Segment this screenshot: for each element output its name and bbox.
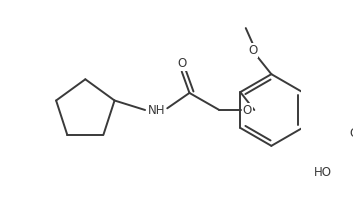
Text: O: O (248, 44, 257, 57)
Text: HO: HO (314, 166, 332, 179)
Text: O: O (243, 103, 252, 117)
Text: NH: NH (148, 103, 165, 117)
Text: O: O (350, 127, 353, 140)
Text: O: O (177, 57, 186, 70)
